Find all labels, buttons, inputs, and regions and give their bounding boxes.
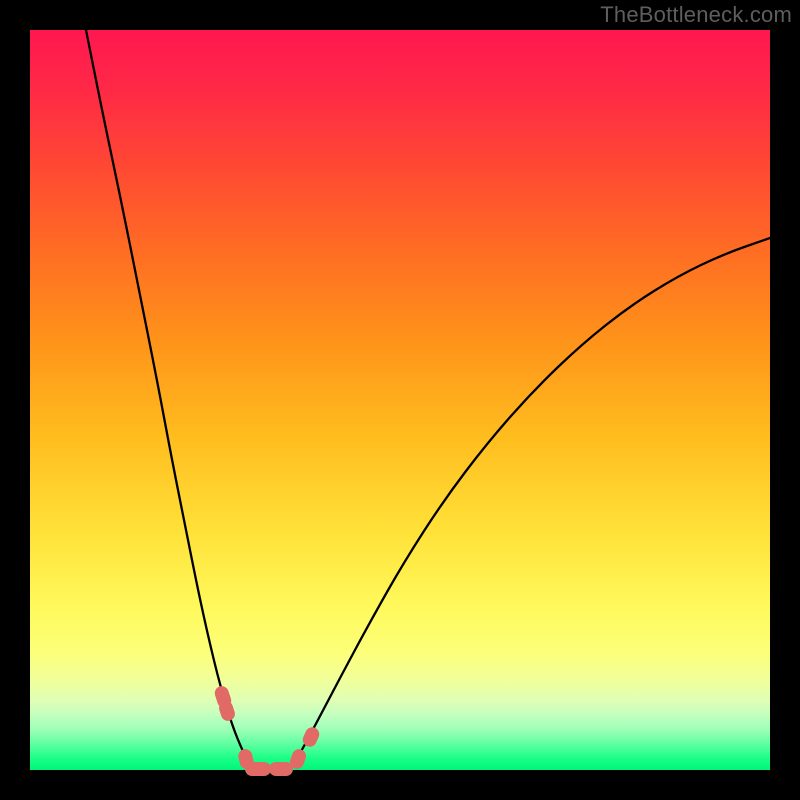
marker-point [245,762,271,776]
chart-svg [0,0,800,800]
marker-point [269,762,293,776]
chart-root: TheBottleneck.com [0,0,800,800]
plot-background [30,30,770,770]
watermark-text: TheBottleneck.com [600,2,792,28]
